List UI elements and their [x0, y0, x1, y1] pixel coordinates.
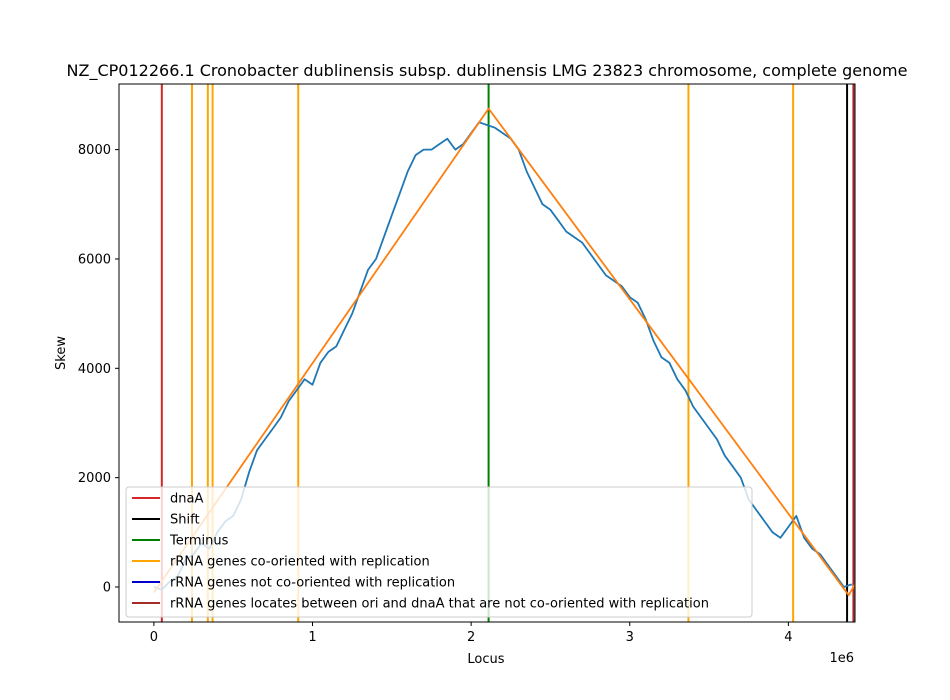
x-axis-label: Locus: [467, 652, 504, 667]
y-tick-label: 4000: [78, 362, 111, 377]
axes-frame: [118, 83, 856, 623]
y-axis-label: Skew: [54, 336, 69, 370]
legend-label: rRNA genes locates between ori and dnaA …: [170, 597, 709, 612]
y-tick-label: 8000: [78, 143, 111, 158]
legend: dnaA Shift Terminus rRNA genes co-oriented …: [125, 486, 753, 618]
y-tick-label: 6000: [78, 252, 111, 267]
x-axis-offset-label: 1e6: [829, 651, 854, 666]
legend-box: [125, 486, 753, 618]
x-tick-label: 1: [308, 630, 316, 645]
x-tick-label: 4: [784, 630, 792, 645]
data-layer: [153, 84, 855, 622]
y-tick-label: 0: [103, 581, 111, 596]
legend-label: dnaA: [170, 492, 203, 507]
legend-label: rRNA genes not co-oriented with replicat…: [170, 576, 455, 591]
series-line-skew: [153, 121, 853, 591]
plot-area: 0 1 2 3 4 0 2000 4000 6000 8000 dnaA Shift Terminus r…: [78, 83, 856, 645]
legend-label: rRNA genes co-oriented with replication: [170, 555, 430, 570]
series-line-fit: [153, 107, 855, 597]
legend-label: Shift: [170, 513, 200, 528]
x-tick-label: 2: [467, 630, 475, 645]
chart-title: NZ_CP012266.1 Cronobacter dublinensis su…: [67, 61, 908, 81]
legend-label: Terminus: [169, 534, 229, 549]
y-tick-label: 2000: [78, 471, 111, 486]
x-tick-label: 3: [626, 630, 634, 645]
x-tick-label: 0: [150, 630, 158, 645]
